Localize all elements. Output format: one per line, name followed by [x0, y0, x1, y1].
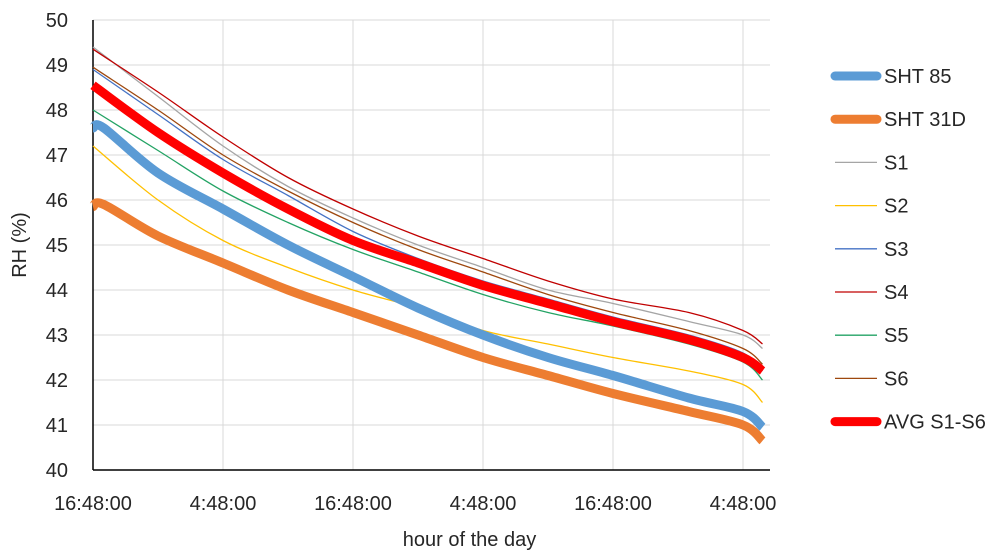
series-line-s3 — [92, 68, 763, 372]
y-tick-label: 41 — [46, 415, 68, 437]
x-tick-label: 16:48:00 — [54, 493, 132, 515]
x-tick-label: 4:48:00 — [450, 493, 517, 515]
series-line-s4 — [92, 48, 763, 345]
x-tick-label: 16:48:00 — [314, 493, 392, 515]
y-tick-labels: 40 41 42 43 44 45 46 47 48 49 50 — [46, 10, 68, 482]
legend-label: SHT 31D — [884, 109, 966, 131]
y-tick-label: 46 — [46, 190, 68, 212]
x-tick-label: 4:48:00 — [190, 493, 257, 515]
y-tick-label: 42 — [46, 370, 68, 392]
legend-label: AVG S1-S6 — [884, 412, 986, 434]
y-tick-label: 43 — [46, 325, 68, 347]
series-line-s6 — [92, 66, 763, 365]
y-tick-label: 44 — [46, 280, 68, 302]
y-tick-label: 49 — [46, 55, 68, 77]
x-axis-title: hour of the day — [403, 529, 536, 551]
legend-label: S1 — [884, 152, 908, 174]
series-line-sht-31d — [89, 198, 766, 445]
series-line-sht-85 — [89, 120, 766, 431]
axes — [92, 20, 770, 471]
y-tick-label: 48 — [46, 100, 68, 122]
series-line-avg-s1-s6 — [90, 81, 766, 375]
y-axis-title: RH (%) — [9, 212, 31, 278]
legend-label: S3 — [884, 239, 908, 261]
legend-label: S5 — [884, 325, 908, 347]
x-tick-label: 16:48:00 — [574, 493, 652, 515]
legend-label: SHT 85 — [884, 66, 951, 88]
series-lines — [89, 46, 766, 445]
x-tick-label: 4:48:00 — [710, 493, 777, 515]
x-tick-labels: 16:48:00 4:48:00 16:48:00 4:48:00 16:48:00 4:… — [54, 493, 776, 515]
y-tick-label: 40 — [46, 460, 68, 482]
legend-label: S4 — [884, 282, 908, 304]
legend-label: S2 — [884, 196, 908, 218]
series-line-s1 — [92, 46, 763, 350]
y-tick-label: 47 — [46, 145, 68, 167]
legend: SHT 85 SHT 31D S1 S2 S3 S4 S5 S6 AVG S1-S6 — [830, 66, 986, 434]
legend-label: S6 — [884, 368, 908, 390]
y-tick-label: 45 — [46, 235, 68, 257]
y-tick-label: 50 — [46, 10, 68, 32]
series-line-s2 — [92, 145, 763, 403]
